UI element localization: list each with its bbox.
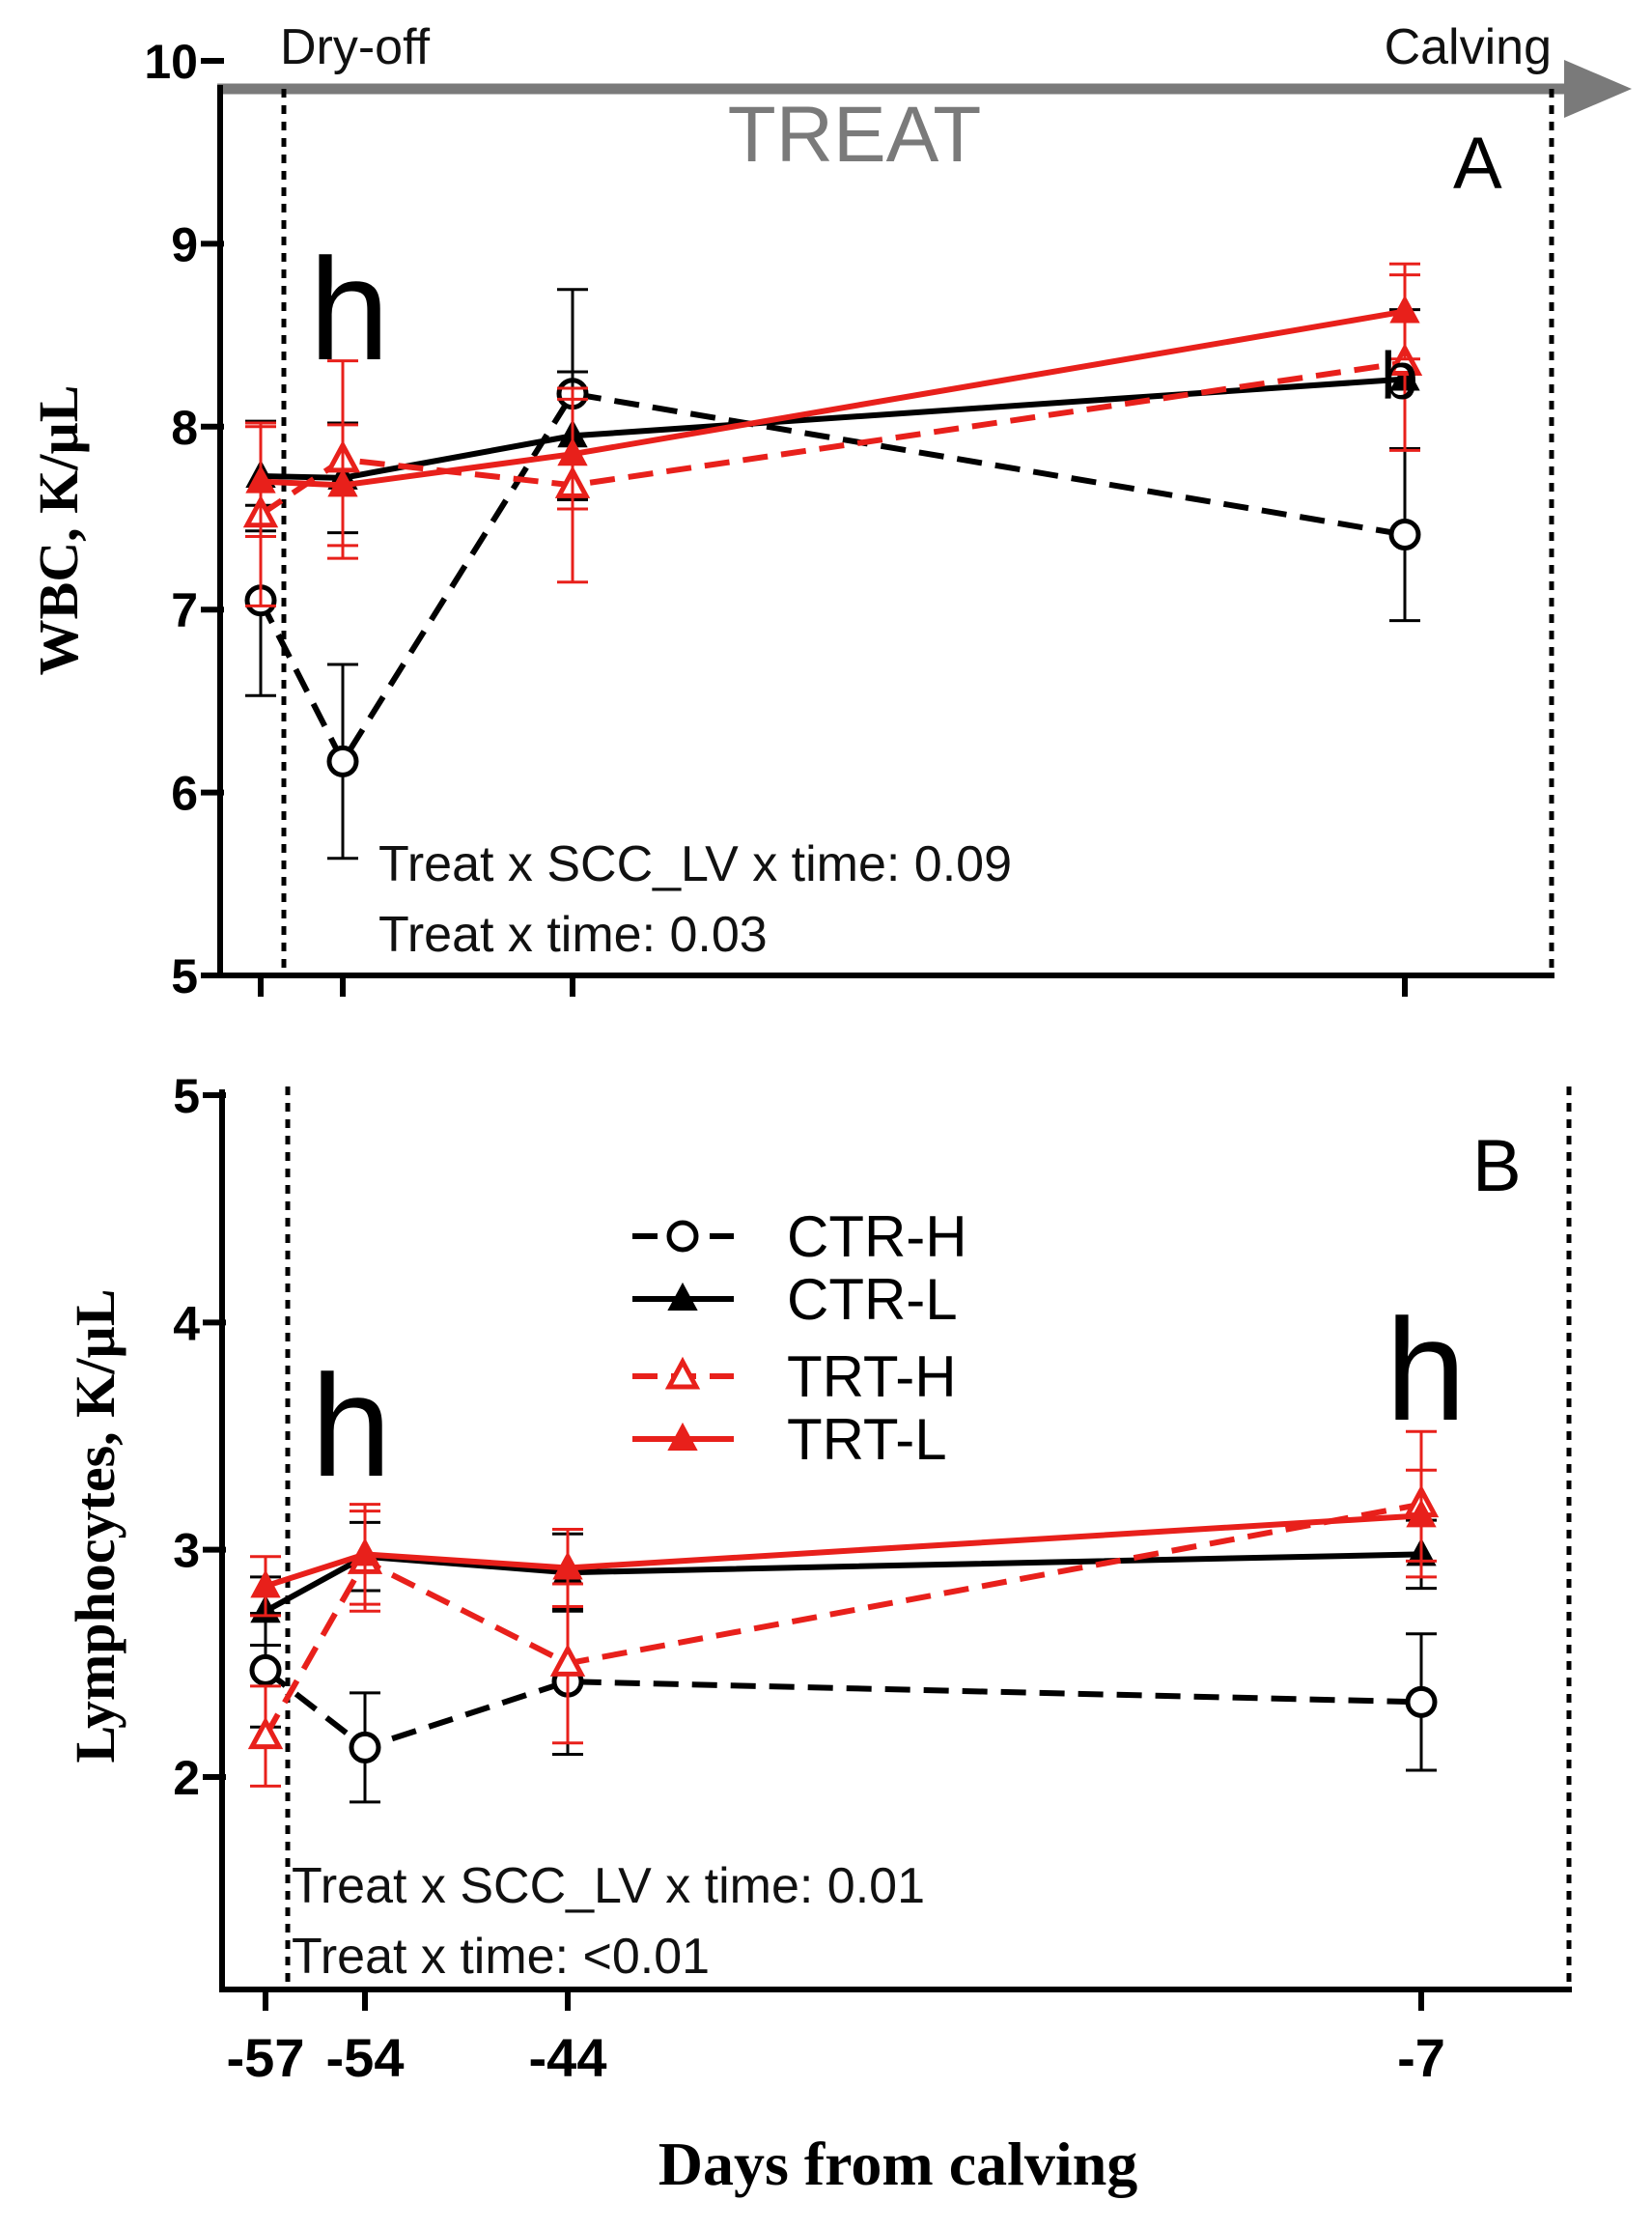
legend-label-TRT-H: TRT-H: [787, 1344, 957, 1409]
series-line-b-CTR-H: [264, 1668, 1422, 1751]
x-tick-label-2: -44: [529, 2027, 607, 2088]
point-a-TRT-L-0: [245, 465, 276, 494]
stat-annotation-b-2: Treat x time: <0.01: [292, 1929, 710, 1985]
treat-arrow-head: [1564, 60, 1632, 118]
point-b-CTR-H-1: [349, 1731, 381, 1763]
y-ticks-b: 2 3 4 5: [173, 1069, 226, 1805]
significance-mark-b-2: h: [1386, 1288, 1466, 1451]
series-line-a-CTR-H: [258, 390, 1406, 768]
legend-label-TRT-L: TRT-L: [787, 1407, 947, 1472]
significance-mark-b-1: h: [311, 1344, 391, 1507]
point-b-TRT-L-0: [250, 1569, 281, 1598]
legend-marker-TRT-L: [667, 1422, 698, 1451]
point-b-TRT-H-2: [549, 1644, 586, 1677]
significance-mark-a-1: h: [309, 228, 389, 390]
x-axis-label: Days from calving: [658, 2130, 1138, 2198]
point-a-TRT-L-3: [1389, 295, 1420, 324]
point-b-CTR-H-0: [249, 1653, 282, 1686]
series-line-a-TRT-L: [260, 308, 1406, 489]
point-a-CTR-H-1: [326, 745, 359, 777]
y-axis-label-b: Lymphocytes, K/µL: [64, 1288, 126, 1763]
y-tick-label-b-1: 3: [173, 1524, 200, 1578]
treat-period-label: TREAT: [728, 91, 982, 179]
phase-label-start: Dry-off: [280, 19, 431, 75]
y-tick-label-a-2: 7: [171, 583, 198, 637]
point-a-CTR-H-3: [1388, 519, 1421, 551]
phase-label-end: Calving: [1385, 19, 1552, 75]
stat-annotation-a-1: Treat x SCC_LV x time: 0.09: [378, 836, 1012, 892]
series-line-b-TRT-H: [263, 1501, 1422, 1738]
point-a-TRT-H-3: [1386, 343, 1423, 377]
x-tick-label-3: -7: [1397, 2027, 1445, 2088]
legend-label-CTR-L: CTR-L: [787, 1267, 958, 1332]
y-ticks-a: 5 6 7 8 9 10: [144, 35, 224, 1003]
legend-label-CTR-H: CTR-H: [787, 1204, 967, 1269]
y-tick-label-a-1: 6: [171, 767, 198, 821]
point-b-TRT-L-2: [552, 1551, 583, 1580]
point-b-CTR-H-3: [1405, 1685, 1438, 1718]
series-line-a-CTR-L: [260, 376, 1406, 481]
panel-letter-a: A: [1453, 123, 1502, 205]
series-line-b-TRT-L: [265, 1512, 1422, 1590]
series-line-b-CTR-L: [264, 1551, 1422, 1614]
panel-b: B Lymphocytes, K/µL Days from calving 2 3…: [64, 1069, 1572, 2198]
point-b-TRT-H-0: [247, 1716, 284, 1750]
y-tick-label-b-2: 4: [173, 1296, 200, 1350]
legend-marker-CTR-L: [667, 1282, 698, 1311]
series-a: [242, 262, 1423, 861]
x-tick-label-0: -57: [227, 2027, 305, 2088]
series-b: [247, 1429, 1440, 1804]
panel-a: Dry-off Calving TREAT A WBC, K/µL 5 6 7 8 9 1…: [27, 19, 1632, 1003]
x-tick-label-1: -54: [326, 2027, 405, 2088]
stat-annotation-a-2: Treat x time: 0.03: [378, 907, 768, 963]
x-ticks-b: -57 -54 -44 -7: [227, 1989, 1445, 2088]
legend-marker-CTR-H: [666, 1220, 699, 1253]
legend-marker-TRT-H: [664, 1356, 701, 1390]
stat-annotation-b-1: Treat x SCC_LV x time: 0.01: [292, 1858, 925, 1914]
series-b-TRT-L: [250, 1468, 1437, 1618]
x-ticks-a: [258, 975, 1408, 997]
y-axis-label-a: WBC, K/µL: [27, 385, 90, 676]
point-a-TRT-L-2: [557, 437, 588, 466]
y-tick-label-b-0: 2: [173, 1751, 200, 1805]
panel-letter-b: B: [1472, 1125, 1522, 1207]
y-tick-label-a-4: 9: [171, 217, 198, 271]
point-b-TRT-L-1: [350, 1538, 380, 1566]
point-b-TRT-L-3: [1406, 1499, 1437, 1528]
y-tick-label-a-0: 5: [171, 949, 198, 1003]
y-tick-label-b-3: 5: [173, 1069, 200, 1123]
significance-mark-a-2: b: [1381, 338, 1418, 413]
y-tick-label-a-3: 8: [171, 401, 198, 455]
point-a-TRT-L-1: [327, 468, 358, 497]
y-tick-label-a-5: 10: [144, 35, 198, 89]
series-a-TRT-L: [245, 262, 1420, 548]
